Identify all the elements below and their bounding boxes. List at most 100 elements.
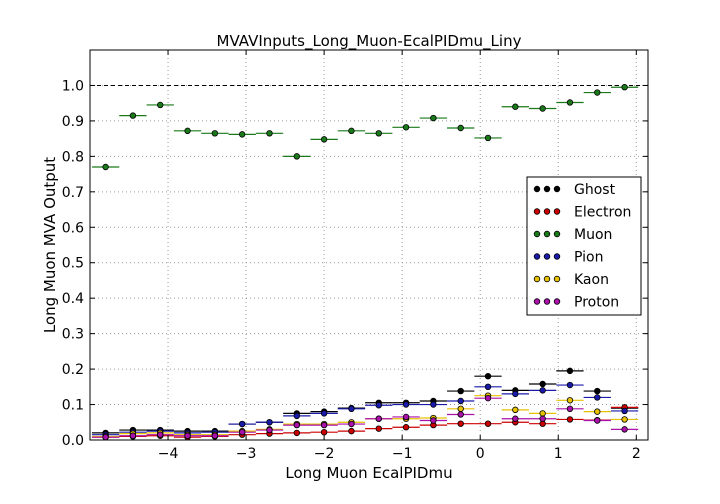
point-pion (266, 419, 273, 426)
y-tick-label: 0.8 (62, 149, 84, 165)
point-proton (457, 411, 464, 418)
point-muon (430, 114, 437, 122)
point-muon (402, 124, 410, 131)
y-tick-label: 0.4 (62, 291, 84, 307)
point-proton (539, 415, 546, 422)
point-proton (238, 429, 246, 436)
y-tick-label: 0.0 (62, 433, 84, 449)
x-tick-label: −3 (236, 446, 257, 462)
legend-label: Muon (574, 227, 612, 243)
legend-marker (533, 298, 541, 305)
point-pion (430, 401, 437, 408)
point-muon (457, 124, 464, 132)
point-proton (157, 431, 164, 438)
point-electron (320, 429, 328, 436)
point-kaon (457, 405, 464, 412)
legend-marker (553, 185, 561, 193)
legend-marker (543, 208, 551, 215)
point-pion (375, 402, 382, 409)
point-electron (348, 427, 355, 435)
point-proton (320, 421, 328, 429)
x-tick-label: −2 (314, 446, 335, 462)
point-kaon (594, 408, 601, 415)
y-tick-label: 0.6 (62, 220, 84, 236)
point-kaon (566, 397, 574, 404)
point-pion (457, 397, 464, 405)
point-ghost (484, 372, 492, 380)
point-proton (129, 432, 137, 439)
point-pion (594, 394, 601, 401)
legend-label: Kaon (574, 272, 609, 288)
point-proton (184, 432, 191, 439)
point-proton (402, 413, 410, 421)
point-muon (375, 130, 382, 137)
point-muon (512, 103, 519, 110)
legend-marker (553, 230, 561, 238)
series-muon (91, 84, 639, 171)
point-muon (211, 130, 219, 137)
point-muon (348, 127, 355, 135)
legend-marker (543, 253, 551, 260)
legend-marker (553, 208, 561, 215)
y-tick-label: 0.9 (62, 114, 84, 130)
legend-marker (533, 230, 541, 238)
point-proton (512, 415, 519, 422)
point-pion (238, 420, 246, 428)
point-muon (238, 131, 246, 138)
point-electron (402, 424, 410, 431)
point-proton (621, 426, 628, 433)
legend-marker (553, 253, 561, 260)
x-tick-label: 0 (476, 446, 485, 462)
point-proton (102, 433, 109, 441)
point-muon (129, 112, 137, 119)
legend-label: Proton (574, 295, 619, 311)
y-tick-label: 0.5 (62, 256, 84, 272)
point-kaon (539, 410, 546, 417)
point-proton (430, 417, 437, 424)
point-muon (484, 134, 492, 142)
series-proton (91, 394, 639, 441)
point-electron (566, 416, 574, 423)
x-tick-label: 1 (554, 446, 563, 462)
point-pion (348, 405, 355, 412)
axis-layer: −4 −3 −2 −1 0 1 2 0.0 0.1 0.2 0.3 0.4 0.5 0.6 0.7 0.8 0.… (62, 50, 648, 462)
point-kaon (512, 406, 519, 414)
point-ghost (457, 387, 464, 395)
point-proton (211, 432, 219, 439)
point-muon (320, 136, 328, 143)
x-axis-label: Long Muon EcalPIDmu (285, 464, 452, 482)
x-tick-label: −4 (158, 446, 179, 462)
y-tick-label: 0.3 (62, 327, 84, 343)
y-tick-label: 0.2 (62, 362, 84, 378)
legend-label: Electron (574, 205, 631, 221)
legend-marker (553, 275, 561, 283)
point-pion (484, 383, 492, 391)
point-muon (566, 99, 574, 106)
point-electron (293, 429, 301, 437)
legend-marker (543, 275, 551, 283)
x-tick-label: −1 (392, 446, 413, 462)
point-muon (157, 101, 164, 109)
chart-title: MVAVInputs_Long_Muon-EcalPIDmu_Liny (217, 32, 522, 51)
legend-label: Ghost (574, 182, 616, 198)
x-tick-label: 2 (632, 446, 641, 462)
point-pion (512, 390, 519, 398)
point-muon (266, 130, 273, 137)
point-muon (184, 127, 191, 135)
point-electron (484, 420, 492, 427)
point-muon (102, 163, 109, 171)
point-muon (594, 89, 601, 96)
point-pion (566, 381, 574, 389)
legend-box (526, 176, 642, 316)
point-pion (621, 407, 628, 415)
point-proton (566, 405, 574, 412)
point-pion (293, 412, 301, 420)
legend-label: Pion (574, 250, 603, 266)
point-proton (293, 421, 301, 429)
legend: Ghost Electron Muon Pion Kaon Proton (526, 176, 642, 316)
legend-marker (533, 275, 541, 283)
legend-marker (543, 185, 551, 193)
point-muon (539, 105, 546, 112)
point-proton (594, 417, 601, 424)
